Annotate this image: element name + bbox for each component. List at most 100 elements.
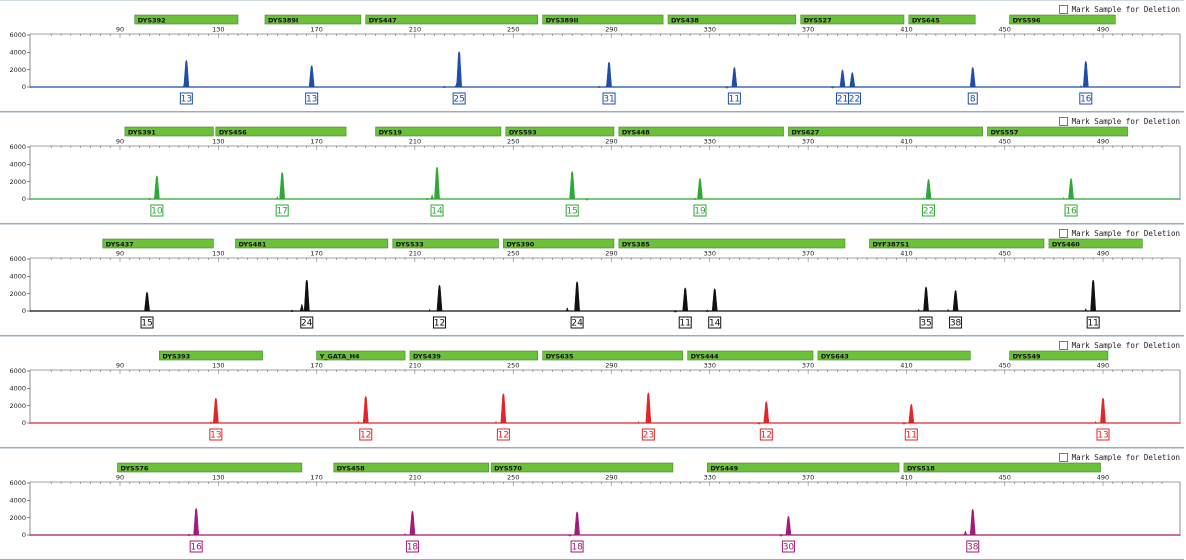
peak[interactable] xyxy=(925,178,932,200)
peak[interactable] xyxy=(645,392,652,424)
allele-call-box[interactable]: 10 xyxy=(150,204,164,217)
peak[interactable] xyxy=(436,284,443,312)
allele-call-box[interactable]: 16 xyxy=(1079,92,1093,105)
mark-sample-control[interactable]: Mark Sample for Deletion xyxy=(1058,3,1180,15)
allele-call-box[interactable]: 12 xyxy=(496,428,510,441)
marker-bar-dys635[interactable]: DYS635 xyxy=(542,350,684,361)
peak[interactable] xyxy=(494,421,498,424)
peak[interactable] xyxy=(778,534,784,537)
peak[interactable] xyxy=(584,198,590,201)
peak[interactable] xyxy=(182,84,186,88)
peak[interactable] xyxy=(606,61,612,88)
peak[interactable] xyxy=(275,196,280,200)
marker-bar-dys481[interactable]: DYS481 xyxy=(235,238,389,249)
marker-bar-dys389i[interactable]: DYS389I xyxy=(264,14,362,25)
peak[interactable] xyxy=(153,175,160,200)
mark-sample-checkbox[interactable] xyxy=(1058,4,1068,14)
allele-call-box[interactable]: 19 xyxy=(693,204,707,217)
marker-bar-dys518[interactable]: DYS518 xyxy=(903,462,1101,473)
allele-call-box[interactable]: 12 xyxy=(432,316,446,329)
allele-call-box[interactable]: 22 xyxy=(848,92,862,105)
allele-call-box[interactable]: 35 xyxy=(919,316,933,329)
marker-bar-dys460[interactable]: DYS460 xyxy=(1048,238,1143,249)
peak[interactable] xyxy=(731,66,738,88)
allele-call-box[interactable]: 18 xyxy=(570,540,584,553)
peak[interactable] xyxy=(564,307,570,312)
allele-call-box[interactable]: 16 xyxy=(1064,204,1078,217)
peak[interactable] xyxy=(186,533,192,537)
marker-bar-dys527[interactable]: DYS527 xyxy=(800,14,905,25)
marker-bar-dys627[interactable]: DYS627 xyxy=(788,126,983,137)
peak[interactable] xyxy=(456,51,462,88)
peak[interactable] xyxy=(672,310,678,313)
marker-bar-dys557[interactable]: DYS557 xyxy=(987,126,1128,137)
peak[interactable] xyxy=(697,178,703,200)
peak[interactable] xyxy=(952,290,959,312)
peak[interactable] xyxy=(901,422,907,425)
mark-sample-checkbox[interactable] xyxy=(1058,116,1068,126)
peak[interactable] xyxy=(403,533,407,536)
allele-call-box[interactable]: 11 xyxy=(727,92,741,105)
peak[interactable] xyxy=(1100,397,1106,424)
allele-call-box[interactable]: 11 xyxy=(678,316,692,329)
allele-call-box[interactable]: 16 xyxy=(189,540,203,553)
marker-bar-dys19[interactable]: DYS19 xyxy=(375,126,502,137)
allele-call-box[interactable]: 11 xyxy=(904,428,918,441)
peak[interactable] xyxy=(839,69,846,88)
peak[interactable] xyxy=(434,166,440,200)
marker-bar-dys438[interactable]: DYS438 xyxy=(667,14,797,25)
mark-sample-checkbox[interactable] xyxy=(1058,228,1068,238)
allele-call-box[interactable]: 24 xyxy=(570,316,584,329)
peak[interactable] xyxy=(963,530,968,536)
marker-bar-dys458[interactable]: DYS458 xyxy=(333,462,489,473)
peak[interactable] xyxy=(724,86,730,89)
peak[interactable] xyxy=(429,194,435,200)
marker-bar-dys576[interactable]: DYS576 xyxy=(117,462,303,473)
allele-call-box[interactable]: 18 xyxy=(405,540,419,553)
peak[interactable] xyxy=(183,60,190,88)
peak[interactable] xyxy=(785,515,792,536)
marker-bar-dys643[interactable]: DYS643 xyxy=(817,350,971,361)
peak[interactable] xyxy=(916,309,921,312)
allele-call-box[interactable]: 13 xyxy=(209,428,223,441)
peak[interactable] xyxy=(500,393,507,424)
peak[interactable] xyxy=(604,84,609,88)
peak[interactable] xyxy=(756,422,762,425)
mark-sample-checkbox[interactable] xyxy=(1058,340,1068,350)
marker-bar-dys570[interactable]: DYS570 xyxy=(490,462,674,473)
peak[interactable] xyxy=(921,197,926,200)
peak[interactable] xyxy=(409,510,416,536)
marker-bar-dys444[interactable]: DYS444 xyxy=(687,350,814,361)
marker-bar-dys645[interactable]: DYS645 xyxy=(908,14,976,25)
peak[interactable] xyxy=(969,66,976,88)
peak[interactable] xyxy=(1083,308,1088,312)
peak[interactable] xyxy=(567,534,573,537)
peak[interactable] xyxy=(908,403,915,424)
peak[interactable] xyxy=(1090,279,1097,312)
peak[interactable] xyxy=(1068,178,1074,200)
marker-bar-dys393[interactable]: DYS393 xyxy=(159,350,263,361)
peak[interactable] xyxy=(146,197,153,201)
marker-bar-dys391[interactable]: DYS391 xyxy=(124,126,214,137)
marker-bar-dys390[interactable]: DYS390 xyxy=(503,238,615,249)
marker-bar-dys549[interactable]: DYS549 xyxy=(1009,350,1109,361)
allele-call-box[interactable]: 13 xyxy=(305,92,319,105)
marker-bar-dyf387s1[interactable]: DYF387S1 xyxy=(869,238,1045,249)
marker-bar-dys385[interactable]: DYS385 xyxy=(618,238,846,249)
peak[interactable] xyxy=(569,171,576,200)
allele-call-box[interactable]: 14 xyxy=(430,204,444,217)
allele-call-box[interactable]: 14 xyxy=(708,316,722,329)
peak[interactable] xyxy=(682,287,689,312)
marker-bar-dys392[interactable]: DYS392 xyxy=(134,14,239,25)
peak[interactable] xyxy=(849,72,856,88)
peak[interactable] xyxy=(299,303,304,312)
mark-sample-control[interactable]: Mark Sample for Deletion xyxy=(1058,339,1180,351)
peak[interactable] xyxy=(356,421,361,424)
marker-bar-dys456[interactable]: DYS456 xyxy=(215,126,347,137)
peak[interactable] xyxy=(711,288,718,312)
peak[interactable] xyxy=(692,197,698,201)
allele-call-box[interactable]: 38 xyxy=(949,316,963,329)
allele-call-box[interactable]: 13 xyxy=(1096,428,1110,441)
peak[interactable] xyxy=(289,309,295,313)
peak[interactable] xyxy=(1079,85,1083,88)
